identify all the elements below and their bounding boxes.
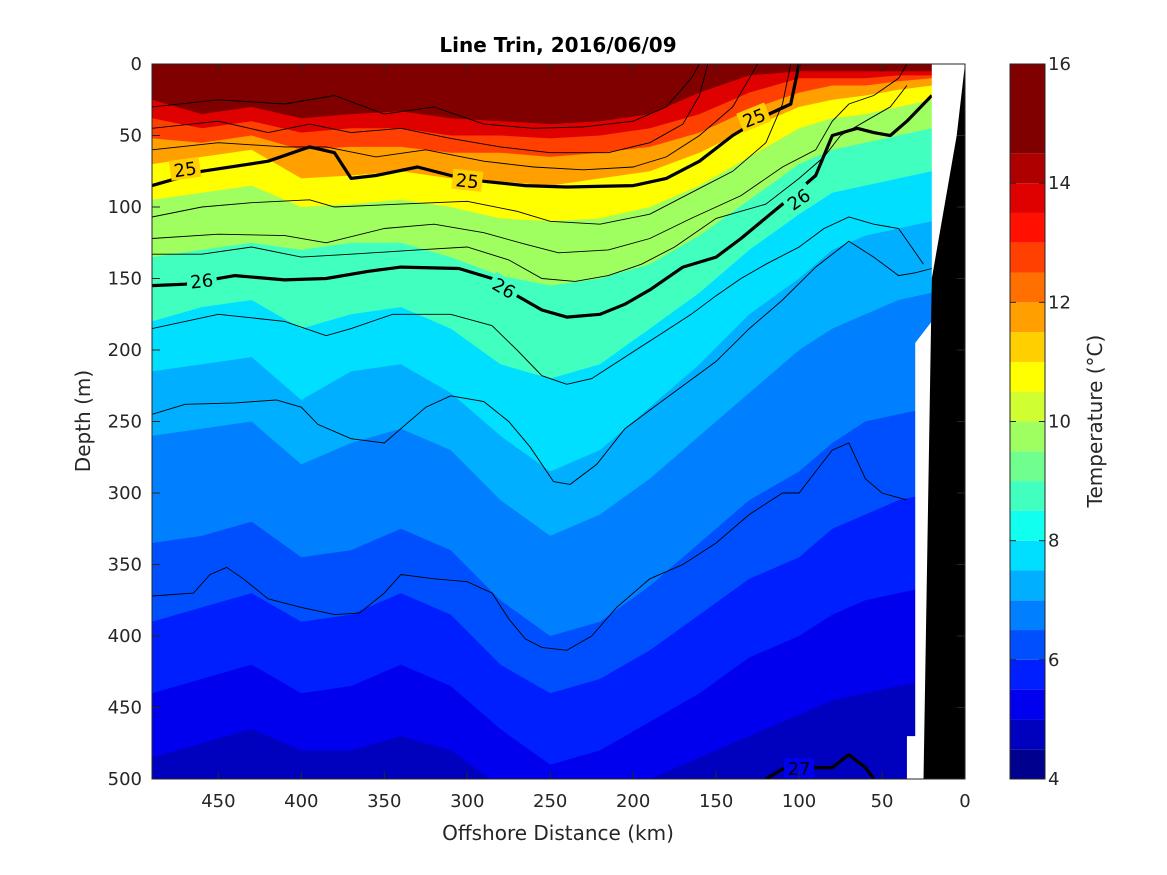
colorbar-tick-label: 6 [1048, 650, 1059, 671]
contour-label-bg [780, 182, 817, 216]
colorbar-tick-label: 16 [1048, 54, 1071, 75]
contour-line-25 [152, 64, 801, 189]
colorbar-segment [1010, 242, 1045, 273]
colorbar-segment [1010, 689, 1045, 720]
temperature-fill-layer [152, 64, 965, 779]
thin-contour-8 [152, 240, 932, 485]
y-tick-label: 50 [119, 126, 142, 147]
colorbar-segment [1010, 481, 1045, 511]
contour-label-bg [451, 168, 484, 192]
y-tick-label: 250 [108, 412, 142, 433]
colorbar-segment [1010, 302, 1045, 333]
x-tick-label: 150 [699, 791, 733, 812]
colorbar-segment [1010, 153, 1045, 184]
x-axis-ticks: 450 400 350 300 250 200 150 100 50 0 [201, 64, 971, 812]
temperature-band-5 [152, 678, 965, 779]
y-axis-label: Depth (m) [71, 370, 95, 472]
bold-contour-layer [152, 64, 933, 779]
colorbar-segment [1010, 600, 1045, 631]
contour-label-bg [486, 271, 523, 304]
x-tick-label: 400 [284, 791, 318, 812]
colorbar-segment [1010, 212, 1045, 243]
x-tick-label: 200 [616, 791, 650, 812]
colorbar-segment [1010, 719, 1045, 750]
colorbar-tick-label: 10 [1048, 412, 1071, 433]
colorbar-tick-label: 4 [1048, 769, 1059, 790]
y-tick-label: 350 [108, 555, 142, 576]
x-tick-label: 250 [533, 791, 567, 812]
contour-label-text: 26 [189, 270, 214, 293]
plot-area [152, 64, 965, 779]
colorbar [1010, 64, 1045, 779]
colorbar-segment [1010, 540, 1045, 571]
contour-label-text: 25 [172, 158, 198, 182]
colorbar-segment [1010, 183, 1045, 213]
y-tick-label: 500 [108, 769, 142, 790]
contour-line-27 [765, 753, 875, 779]
thin-contour-9 [152, 442, 908, 651]
thin-contour-3 [152, 64, 758, 171]
y-tick-label: 450 [108, 698, 142, 719]
x-axis-label: Offshore Distance (km) [442, 821, 674, 845]
x-tick-label: 50 [871, 791, 894, 812]
contour-label-bg [185, 268, 218, 292]
colorbar-segment [1010, 391, 1045, 422]
contour-label-bg [784, 758, 815, 778]
land-mask-layer [906, 64, 965, 779]
colorbar-segment [1010, 570, 1045, 601]
colorbar-segment [1010, 630, 1045, 660]
colorbar-label: Temperature (°C) [1083, 335, 1107, 509]
x-tick-label: 300 [450, 791, 484, 812]
y-axis-ticks: 0 50 100 150 200 250 300 350 400 450 500 [108, 54, 965, 790]
y-tick-label: 150 [108, 269, 142, 290]
x-tick-label: 0 [959, 791, 970, 812]
colorbar-segment [1010, 361, 1045, 392]
thin-contour-1 [152, 64, 700, 129]
colorbar-segment [1010, 64, 1045, 154]
colorbar-segment [1010, 332, 1045, 362]
x-tick-label: 450 [201, 791, 235, 812]
y-tick-label: 300 [108, 483, 142, 504]
chart-title: Line Trin, 2016/06/09 [439, 33, 676, 57]
colorbar-tick-label: 8 [1048, 531, 1059, 552]
colorbar-tick-label: 14 [1048, 173, 1071, 194]
colorbar-segment [1010, 749, 1045, 779]
y-tick-label: 100 [108, 197, 142, 218]
contour-label-text: 27 [788, 759, 811, 780]
y-tick-label: 0 [131, 54, 142, 75]
colorbar-tick-label: 12 [1048, 292, 1071, 313]
colorbar-ticks: 4 6 8 10 12 14 16 [1010, 54, 1071, 790]
colorbar-segment [1010, 510, 1045, 541]
y-tick-label: 200 [108, 340, 142, 361]
colorbar-segment [1010, 451, 1045, 482]
contour-label-25: 25 [168, 156, 202, 182]
thin-contour-2 [152, 64, 709, 154]
colorbar-segment [1010, 272, 1045, 303]
thin-contour-6 [152, 85, 908, 282]
contour-label-26: 26 [185, 268, 218, 294]
contour-line-26 [152, 94, 933, 319]
contour-label-25: 25 [451, 168, 484, 193]
colorbar-segment [1010, 421, 1045, 452]
seafloor-topography [923, 64, 965, 779]
contour-label-text: 25 [455, 170, 480, 193]
contour-label-27: 27 [784, 758, 815, 780]
thin-contour-4 [152, 64, 792, 225]
contour-label-bg [168, 156, 202, 181]
x-tick-label: 100 [782, 791, 816, 812]
thin-contour-7 [152, 216, 924, 385]
y-tick-label: 400 [108, 626, 142, 647]
x-tick-label: 350 [367, 791, 401, 812]
thin-contour-layer [152, 64, 932, 651]
contour-label-bg [736, 102, 772, 133]
thin-contour-5 [152, 64, 908, 254]
colorbar-segment [1010, 659, 1045, 690]
